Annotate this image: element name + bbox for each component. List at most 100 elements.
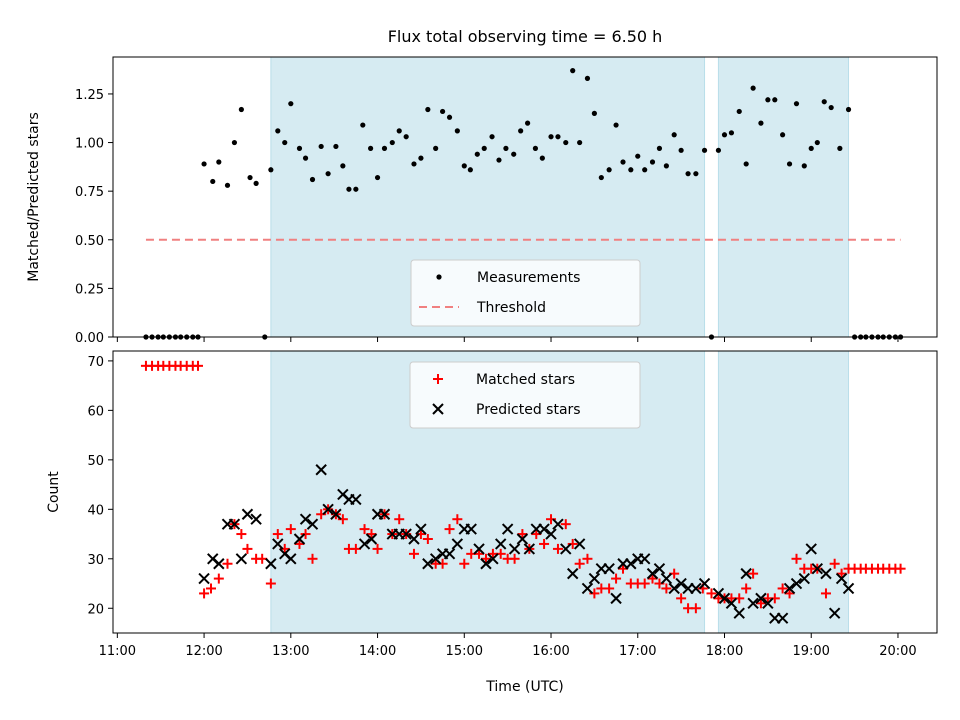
measurement-point <box>721 132 728 138</box>
legend-label: Predicted stars <box>476 402 581 418</box>
measurement-point <box>678 147 684 153</box>
matched-star-point <box>444 524 455 535</box>
y-tick-label: 0.00 <box>75 331 104 346</box>
matched-star-point <box>552 543 563 554</box>
predicted-star-point <box>828 607 841 619</box>
matched-star-point <box>307 553 318 564</box>
measurement-point <box>381 145 388 151</box>
matched-star-point <box>257 553 268 564</box>
predicted-star-point <box>783 582 796 595</box>
matched-star-point <box>408 548 419 559</box>
measurement-point <box>418 155 424 161</box>
measurement-point <box>518 128 524 134</box>
matched-star-point <box>748 568 759 579</box>
matched-star-point <box>560 519 571 530</box>
measurement-point <box>743 161 749 167</box>
predicted-star-point <box>646 567 659 580</box>
measurement-point <box>685 171 691 177</box>
measurement-point <box>591 110 597 116</box>
legend-box <box>410 259 641 327</box>
measurement-point <box>454 128 460 134</box>
measurement-point <box>525 120 531 126</box>
matched-star-point <box>676 593 687 604</box>
matched-star-point <box>574 558 585 569</box>
measurement-point <box>765 97 771 103</box>
measurement-point <box>584 75 591 81</box>
predicted-star-point <box>293 533 306 545</box>
predicted-star-point <box>443 548 456 560</box>
measurement-point <box>231 139 238 146</box>
predicted-star-point <box>762 597 774 610</box>
predicted-star-point <box>451 538 464 550</box>
measurement-point <box>325 171 331 177</box>
measurement-point <box>481 145 487 151</box>
matched-star-point <box>265 578 276 589</box>
measurement-point <box>440 108 446 115</box>
measurement-point <box>374 174 381 181</box>
count-panel: 11:00 12:00 13:00 14:00 15:00 16:00 17:00 18:00… <box>46 350 938 695</box>
matched-star-point <box>213 573 224 584</box>
measurement-point <box>828 104 834 111</box>
predicted-star-point <box>740 567 752 580</box>
predicted-star-point <box>747 597 759 610</box>
measurement-point <box>309 176 316 183</box>
y-tick-label: 0.25 <box>75 282 104 297</box>
predicted-star-point <box>675 577 687 590</box>
x-tick-label: 12:00 <box>185 644 222 659</box>
predicted-star-point <box>516 533 529 545</box>
predicted-star-point <box>798 572 810 585</box>
x-tick-label: 20:00 <box>879 644 916 659</box>
measurement-point <box>728 130 735 136</box>
predicted-star-point <box>835 572 848 585</box>
count-series <box>140 360 906 624</box>
measurement-point <box>201 161 207 167</box>
predicted-star-point <box>820 567 832 580</box>
matched-star-point <box>474 548 485 559</box>
measurement-point <box>663 163 669 169</box>
x-tick-label: 11:00 <box>99 644 136 659</box>
legend-label: Threshold <box>476 300 546 316</box>
measurement-point <box>801 163 807 169</box>
matched-star-point <box>193 360 204 371</box>
ratio-panel: 0.00 0.25 0.50 0.75 1.00 1.25 Flux total obse… <box>26 27 938 346</box>
predicted-star-point <box>733 607 745 619</box>
predicted-star-point <box>560 543 572 555</box>
x-tick-label: 19:00 <box>792 644 829 659</box>
matched-star-point <box>777 583 788 594</box>
legend-dot-symbol <box>436 274 442 280</box>
shaded-interval <box>717 56 850 338</box>
predicted-star-point <box>566 567 579 580</box>
matched-star-point <box>647 573 658 584</box>
measurement-point <box>837 145 843 151</box>
predicted-star-point <box>698 577 711 590</box>
matched-star-point <box>206 583 217 594</box>
predicted-star-point <box>487 553 499 565</box>
measurement-point <box>642 167 648 173</box>
measurement-point <box>671 132 677 138</box>
matched-star-point <box>829 558 840 569</box>
predicted-star-point <box>690 582 702 595</box>
measurement-point <box>489 134 495 140</box>
predicted-star-point <box>660 572 673 585</box>
matched-star-point <box>611 573 622 584</box>
measurement-point <box>247 174 253 181</box>
measurement-point <box>511 151 517 157</box>
measurement-point <box>216 159 222 165</box>
y-tick-label: 0.50 <box>75 234 104 249</box>
predicted-star-point <box>603 562 615 575</box>
x-tick-label: 13:00 <box>272 644 309 659</box>
predicted-star-point <box>299 513 312 525</box>
predicted-star-point <box>638 553 651 565</box>
measurement-point <box>750 85 756 91</box>
measurement-point <box>282 139 288 146</box>
predicted-star-point <box>805 543 817 555</box>
predicted-star-point <box>235 553 248 565</box>
measurement-point <box>396 128 402 134</box>
y-tick-label: 50 <box>87 454 104 469</box>
measurement-point <box>649 159 656 165</box>
measurement-point <box>532 145 539 151</box>
predicted-star-point <box>228 518 241 530</box>
measurement-point <box>628 167 634 173</box>
predicted-star-point <box>315 464 327 476</box>
y-tick-label: 20 <box>87 602 104 617</box>
